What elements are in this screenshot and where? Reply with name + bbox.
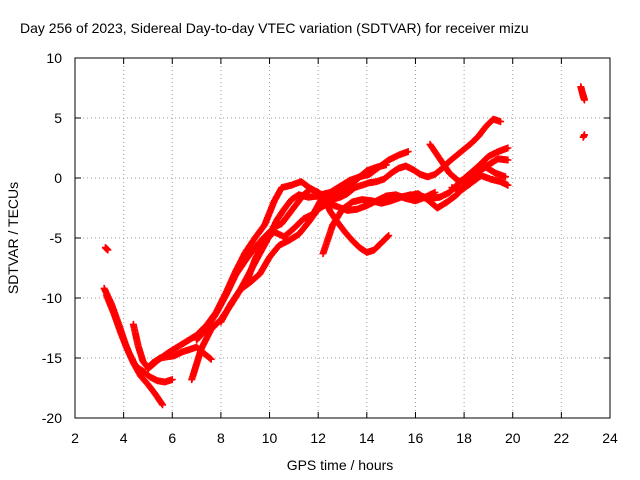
x-tick-label: 18 bbox=[456, 430, 472, 446]
data-point bbox=[104, 246, 112, 254]
y-tick-label: 5 bbox=[54, 110, 62, 126]
data-point bbox=[504, 156, 512, 164]
y-tick-label: 0 bbox=[54, 170, 62, 186]
series-track-o bbox=[579, 131, 588, 141]
series-track-h bbox=[241, 192, 393, 290]
data-point bbox=[504, 181, 512, 189]
x-tick-label: 4 bbox=[120, 430, 128, 446]
series-track-k bbox=[426, 140, 512, 186]
y-tick-label: -5 bbox=[50, 230, 63, 246]
series-track-b bbox=[103, 292, 176, 386]
x-axis-title: GPS time / hours bbox=[287, 457, 394, 473]
x-tick-label: 16 bbox=[408, 430, 424, 446]
series-track-j bbox=[375, 163, 509, 212]
data-point bbox=[384, 233, 392, 241]
data-point bbox=[159, 401, 167, 409]
grid bbox=[75, 58, 610, 418]
y-tick-label: -10 bbox=[42, 290, 62, 306]
data-point bbox=[385, 232, 393, 240]
data-points bbox=[100, 83, 588, 409]
y-tick-label: -15 bbox=[42, 350, 62, 366]
y-tick-label: 10 bbox=[46, 50, 62, 66]
series-track-f bbox=[193, 115, 505, 344]
data-point bbox=[579, 91, 587, 99]
x-tick-label: 6 bbox=[168, 430, 176, 446]
data-point bbox=[404, 148, 412, 156]
x-tick-label: 20 bbox=[505, 430, 521, 446]
data-point bbox=[497, 118, 505, 126]
data-point bbox=[501, 173, 509, 181]
series-track-e bbox=[188, 161, 390, 384]
y-tick-label: -20 bbox=[42, 410, 62, 426]
x-tick-label: 10 bbox=[262, 430, 278, 446]
data-point bbox=[580, 131, 588, 139]
y-axis-title: SDTVAR / TECUs bbox=[5, 182, 21, 294]
data-point bbox=[168, 376, 176, 384]
series-track-l bbox=[448, 172, 512, 194]
data-point bbox=[382, 161, 390, 169]
data-point bbox=[158, 400, 166, 408]
chart-title: Day 256 of 2023, Sidereal Day-to-day VTE… bbox=[20, 20, 529, 36]
x-tick-label: 14 bbox=[359, 430, 375, 446]
series-track-n bbox=[577, 83, 588, 104]
x-tick-label: 8 bbox=[217, 430, 225, 446]
data-point bbox=[206, 354, 214, 362]
x-tick-label: 22 bbox=[554, 430, 570, 446]
series-track-m bbox=[101, 244, 112, 254]
data-point bbox=[207, 355, 215, 363]
x-tick-label: 24 bbox=[602, 430, 618, 446]
x-tick-label: 2 bbox=[71, 430, 79, 446]
data-point bbox=[504, 144, 512, 152]
x-tick-label: 12 bbox=[310, 430, 326, 446]
